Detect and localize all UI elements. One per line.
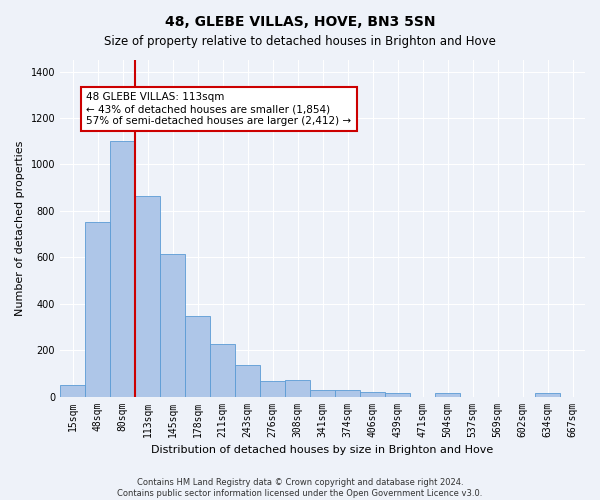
Text: Contains HM Land Registry data © Crown copyright and database right 2024.
Contai: Contains HM Land Registry data © Crown c…	[118, 478, 482, 498]
Text: 48 GLEBE VILLAS: 113sqm
← 43% of detached houses are smaller (1,854)
57% of semi: 48 GLEBE VILLAS: 113sqm ← 43% of detache…	[86, 92, 352, 126]
Bar	[335, 390, 360, 396]
Bar	[435, 393, 460, 396]
Bar	[260, 382, 285, 396]
Bar	[160, 254, 185, 396]
Bar	[85, 222, 110, 396]
Bar	[385, 393, 410, 396]
Text: 48, GLEBE VILLAS, HOVE, BN3 5SN: 48, GLEBE VILLAS, HOVE, BN3 5SN	[165, 15, 435, 29]
Bar	[310, 390, 335, 396]
Bar	[285, 380, 310, 396]
Bar	[535, 393, 560, 396]
Bar	[110, 141, 135, 397]
Bar	[185, 316, 210, 396]
X-axis label: Distribution of detached houses by size in Brighton and Hove: Distribution of detached houses by size …	[151, 445, 494, 455]
Text: Size of property relative to detached houses in Brighton and Hove: Size of property relative to detached ho…	[104, 35, 496, 48]
Y-axis label: Number of detached properties: Number of detached properties	[15, 140, 25, 316]
Bar	[135, 196, 160, 396]
Bar	[360, 392, 385, 396]
Bar	[235, 365, 260, 396]
Bar	[60, 385, 85, 396]
Bar	[210, 344, 235, 397]
